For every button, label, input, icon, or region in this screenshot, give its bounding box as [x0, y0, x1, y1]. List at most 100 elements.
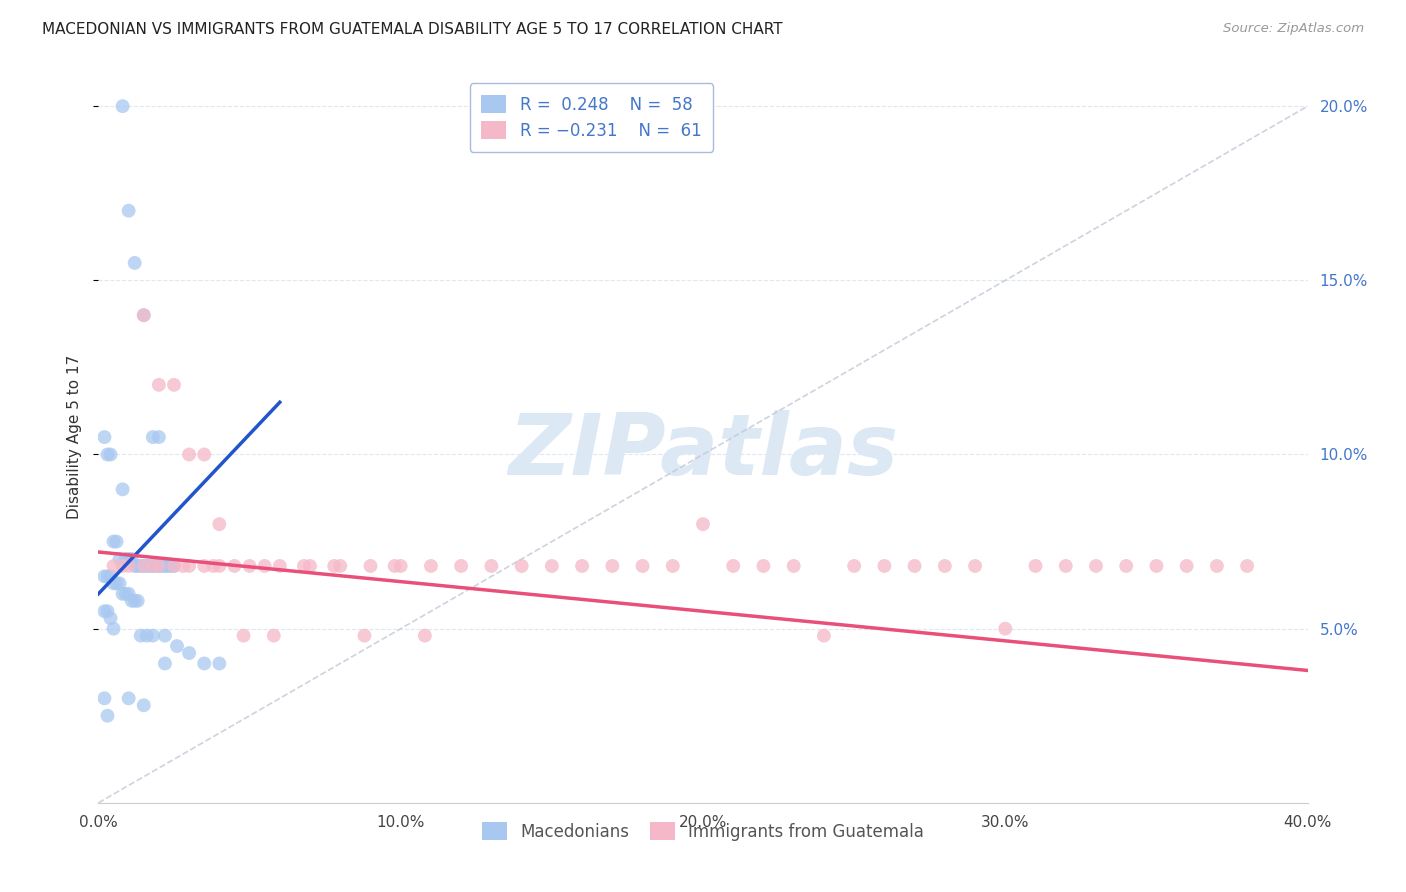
- Point: [202, 558, 225, 573]
- Point: [118, 587, 141, 601]
- Point: [142, 558, 165, 573]
- Point: [148, 430, 170, 444]
- Point: [142, 558, 165, 573]
- Point: [172, 558, 194, 573]
- Point: [692, 517, 714, 532]
- Point: [299, 558, 322, 573]
- Point: [103, 576, 125, 591]
- Point: [450, 558, 472, 573]
- Point: [329, 558, 352, 573]
- Point: [96, 604, 118, 618]
- Point: [193, 558, 215, 573]
- Point: [269, 558, 291, 573]
- Point: [103, 534, 125, 549]
- Point: [148, 558, 170, 573]
- Point: [93, 430, 115, 444]
- Point: [118, 552, 141, 566]
- Point: [208, 558, 231, 573]
- Text: ZIPatlas: ZIPatlas: [508, 410, 898, 493]
- Point: [132, 698, 155, 713]
- Point: [150, 558, 173, 573]
- Point: [873, 558, 896, 573]
- Point: [360, 558, 382, 573]
- Point: [153, 558, 176, 573]
- Point: [844, 558, 866, 573]
- Point: [193, 657, 215, 671]
- Point: [100, 448, 122, 462]
- Point: [224, 558, 246, 573]
- Point: [160, 558, 183, 573]
- Point: [127, 558, 149, 573]
- Point: [179, 646, 201, 660]
- Point: [93, 604, 115, 618]
- Point: [1024, 558, 1046, 573]
- Point: [124, 594, 146, 608]
- Point: [631, 558, 654, 573]
- Point: [661, 558, 683, 573]
- Point: [1115, 558, 1137, 573]
- Point: [783, 558, 806, 573]
- Point: [93, 691, 115, 706]
- Point: [132, 558, 155, 573]
- Point: [163, 377, 186, 392]
- Point: [752, 558, 775, 573]
- Point: [179, 448, 201, 462]
- Point: [145, 558, 167, 573]
- Point: [114, 552, 136, 566]
- Point: [111, 558, 134, 573]
- Point: [1054, 558, 1077, 573]
- Point: [100, 611, 122, 625]
- Point: [1206, 558, 1229, 573]
- Point: [118, 203, 141, 218]
- Point: [135, 558, 157, 573]
- Point: [1144, 558, 1167, 573]
- Point: [103, 558, 125, 573]
- Point: [163, 558, 186, 573]
- Point: [114, 587, 136, 601]
- Point: [1085, 558, 1108, 573]
- Point: [135, 629, 157, 643]
- Point: [179, 558, 201, 573]
- Point: [481, 558, 503, 573]
- Point: [208, 517, 231, 532]
- Point: [148, 377, 170, 392]
- Point: [420, 558, 443, 573]
- Point: [127, 594, 149, 608]
- Point: [111, 99, 134, 113]
- Point: [121, 552, 143, 566]
- Point: [132, 308, 155, 322]
- Point: [148, 558, 170, 573]
- Point: [263, 629, 285, 643]
- Point: [413, 629, 436, 643]
- Point: [108, 552, 131, 566]
- Point: [96, 569, 118, 583]
- Point: [129, 558, 152, 573]
- Point: [156, 558, 179, 573]
- Point: [132, 558, 155, 573]
- Point: [108, 576, 131, 591]
- Point: [118, 558, 141, 573]
- Point: [96, 708, 118, 723]
- Point: [166, 639, 188, 653]
- Point: [153, 657, 176, 671]
- Point: [323, 558, 346, 573]
- Point: [118, 691, 141, 706]
- Point: [153, 629, 176, 643]
- Point: [602, 558, 624, 573]
- Point: [132, 308, 155, 322]
- Point: [389, 558, 412, 573]
- Point: [129, 629, 152, 643]
- Y-axis label: Disability Age 5 to 17: Disability Age 5 to 17: [67, 355, 83, 519]
- Point: [111, 587, 134, 601]
- Legend: Macedonians, Immigrants from Guatemala: Macedonians, Immigrants from Guatemala: [474, 814, 932, 849]
- Point: [93, 569, 115, 583]
- Text: MACEDONIAN VS IMMIGRANTS FROM GUATEMALA DISABILITY AGE 5 TO 17 CORRELATION CHART: MACEDONIAN VS IMMIGRANTS FROM GUATEMALA …: [42, 22, 783, 37]
- Point: [163, 558, 186, 573]
- Text: Source: ZipAtlas.com: Source: ZipAtlas.com: [1223, 22, 1364, 36]
- Point: [934, 558, 956, 573]
- Point: [384, 558, 406, 573]
- Point: [965, 558, 987, 573]
- Point: [253, 558, 276, 573]
- Point: [232, 629, 254, 643]
- Point: [193, 448, 215, 462]
